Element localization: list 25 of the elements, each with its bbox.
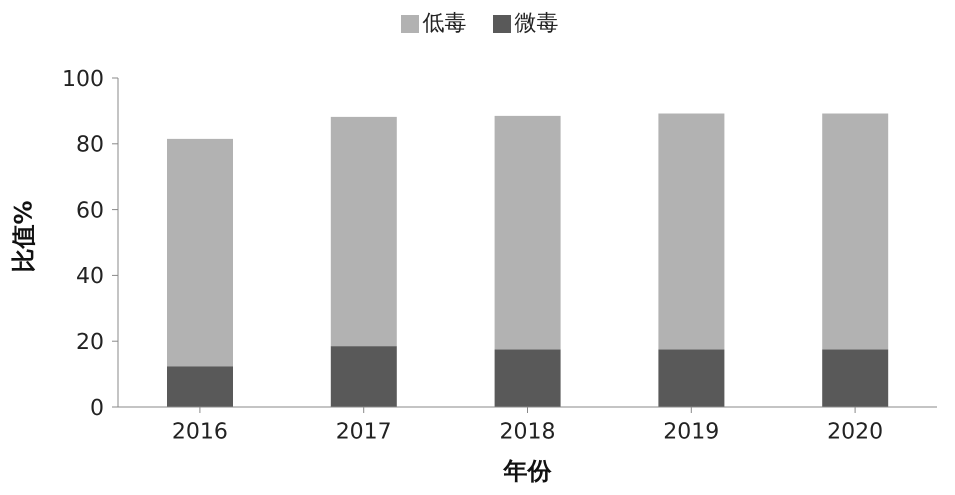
x-tick-label: 2020 [827,420,884,445]
bar [822,349,888,407]
x-axis-title: 年份 [502,457,552,485]
bar [494,349,561,407]
bar [330,116,397,346]
y-tick-label: 40 [76,264,104,290]
x-tick-label: 2019 [663,420,720,445]
y-tick-label: 100 [62,66,104,92]
y-tick-label: 0 [90,396,104,421]
y-tick-label: 20 [76,330,104,356]
y-tick-label: 60 [76,198,104,224]
y-tick-label: 80 [76,132,104,158]
bar [658,349,724,407]
bar [494,116,561,350]
y-axis-title: 比值% [10,200,38,272]
bar [167,366,233,407]
x-tick-label: 2017 [336,420,392,445]
bar [822,114,888,350]
legend-label: 微毒 [514,11,558,36]
bar [167,138,233,366]
x-tick-label: 2018 [500,420,556,445]
bar [330,346,397,407]
x-tick-label: 2016 [172,420,228,445]
legend-label: 低毒 [422,11,466,36]
bar [658,114,724,350]
